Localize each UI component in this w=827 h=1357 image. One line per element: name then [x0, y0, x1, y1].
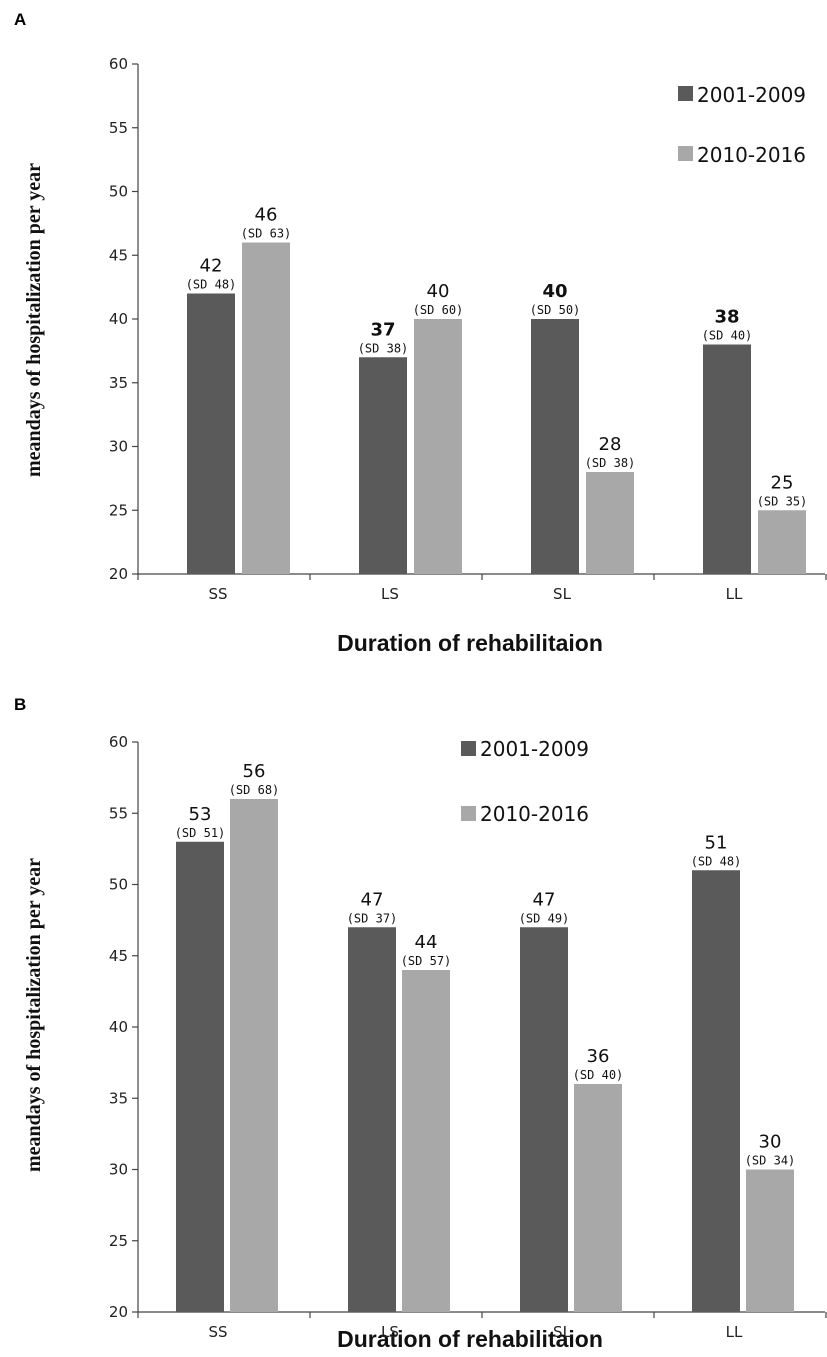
y-tick-label: 20: [109, 565, 128, 583]
data-label: 47: [361, 889, 384, 910]
bar: [531, 319, 579, 574]
y-tick-label: 35: [109, 1089, 128, 1107]
bar: [746, 1169, 794, 1312]
data-label: 46: [255, 205, 278, 226]
x-tick-label: LL: [726, 585, 743, 603]
x-tick-label: LS: [381, 585, 399, 603]
sd-label: (SD 51): [175, 826, 226, 840]
y-tick-label: 45: [109, 246, 128, 264]
y-tick-label: 40: [109, 310, 128, 328]
legend-swatch-2001-2009: [461, 741, 476, 756]
panel-b-ylabel: meandays of hospitalization per year: [23, 858, 45, 1172]
bar: [359, 357, 407, 574]
y-tick-label: 55: [109, 804, 128, 822]
bar: [242, 242, 290, 574]
sd-label: (SD 49): [519, 911, 570, 925]
sd-label: (SD 38): [585, 456, 636, 470]
bar: [520, 927, 568, 1312]
y-tick-label: 40: [109, 1018, 128, 1036]
legend-label-2001-2009: 2001-2009: [697, 83, 806, 107]
data-label: 30: [759, 1132, 782, 1153]
panel-a: A meandays of hospitalization per year D…: [14, 10, 827, 656]
x-tick-label: SS: [208, 1323, 227, 1341]
y-tick-label: 50: [109, 876, 128, 894]
panel-a-legend: 2001-2009 2010-2016: [678, 83, 806, 167]
data-label: 28: [599, 434, 622, 455]
x-tick-label: LL: [726, 1323, 743, 1341]
bar: [692, 870, 740, 1312]
sd-label: (SD 60): [413, 303, 464, 317]
panel-b-label: B: [14, 695, 26, 714]
sd-label: (SD 48): [186, 278, 237, 292]
x-tick-label: SS: [208, 585, 227, 603]
bar: [586, 472, 634, 574]
bar: [187, 293, 235, 574]
data-label: 44: [415, 932, 438, 953]
sd-label: (SD 57): [401, 954, 452, 968]
y-tick-label: 60: [109, 55, 128, 73]
sd-label: (SD 48): [691, 854, 742, 868]
sd-label: (SD 37): [347, 911, 398, 925]
sd-label: (SD 38): [358, 341, 409, 355]
legend-label-2001-2009: 2001-2009: [480, 737, 589, 761]
legend-label-2010-2016: 2010-2016: [480, 802, 589, 826]
y-tick-label: 20: [109, 1303, 128, 1321]
y-tick-label: 45: [109, 947, 128, 965]
bar: [703, 344, 751, 574]
legend-swatch-2010-2016: [461, 806, 476, 821]
legend-swatch-2001-2009: [678, 86, 693, 101]
panel-b-legend: 2001-2009 2010-2016: [461, 737, 589, 826]
legend-swatch-2010-2016: [678, 146, 693, 161]
data-label: 42: [200, 256, 223, 277]
bar: [574, 1084, 622, 1312]
bar: [176, 841, 224, 1312]
sd-label: (SD 68): [229, 783, 280, 797]
panel-a-ylabel: meandays of hospitalization per year: [23, 163, 45, 477]
data-label: 40: [427, 281, 450, 302]
panel-b: B meandays of hospitalization per year D…: [14, 695, 827, 1352]
x-tick-label: LS: [381, 1323, 399, 1341]
y-tick-label: 25: [109, 1232, 128, 1250]
bar: [230, 799, 278, 1312]
data-label: 38: [714, 307, 739, 328]
data-label: 40: [542, 281, 567, 302]
data-label: 51: [705, 832, 728, 853]
panel-b-xlabel: Duration of rehabilitaion: [337, 1326, 603, 1352]
bar: [758, 510, 806, 574]
data-label: 47: [533, 889, 556, 910]
sd-label: (SD 34): [745, 1154, 796, 1168]
data-label: 37: [370, 319, 395, 340]
x-tick-label: SL: [553, 585, 572, 603]
sd-label: (SD 40): [702, 329, 753, 343]
legend-label-2010-2016: 2010-2016: [697, 143, 806, 167]
sd-label: (SD 40): [573, 1068, 624, 1082]
y-tick-label: 55: [109, 119, 128, 137]
y-tick-label: 25: [109, 501, 128, 519]
data-label: 56: [243, 761, 266, 782]
x-tick-label: SL: [553, 1323, 572, 1341]
bar: [402, 970, 450, 1312]
panel-a-xlabel: Duration of rehabilitaion: [337, 630, 603, 656]
y-tick-label: 30: [109, 438, 128, 456]
panel-a-label: A: [14, 10, 26, 29]
y-tick-label: 35: [109, 374, 128, 392]
y-tick-label: 60: [109, 733, 128, 751]
y-tick-label: 30: [109, 1161, 128, 1179]
y-tick-label: 50: [109, 183, 128, 201]
sd-label: (SD 63): [241, 227, 292, 241]
bar: [414, 319, 462, 574]
data-label: 25: [771, 472, 794, 493]
sd-label: (SD 35): [757, 494, 808, 508]
bar: [348, 927, 396, 1312]
data-label: 36: [587, 1046, 610, 1067]
sd-label: (SD 50): [530, 303, 581, 317]
data-label: 53: [189, 804, 212, 825]
